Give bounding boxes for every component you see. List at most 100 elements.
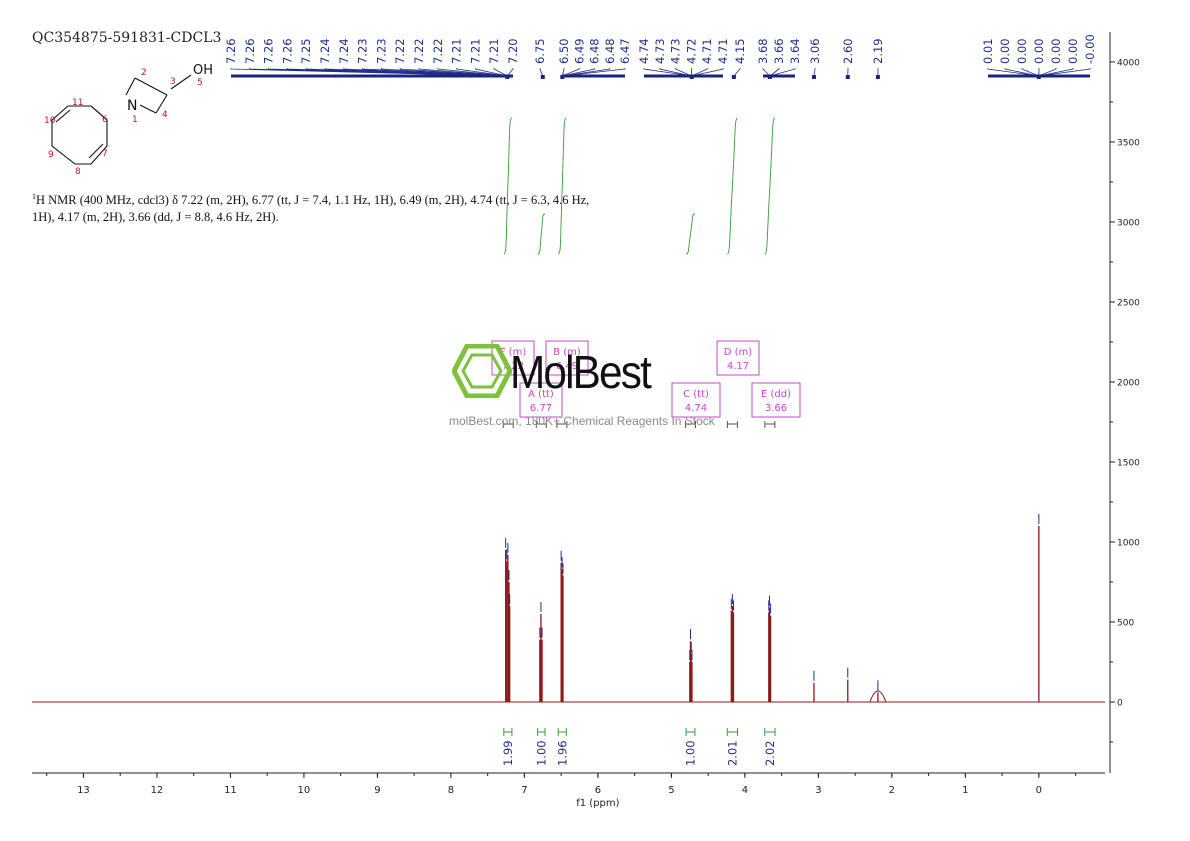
- peak-label: 7.25: [299, 38, 313, 64]
- x-tick-label: 9: [374, 785, 380, 796]
- peak-label: 7.23: [374, 38, 388, 64]
- peak-label: 4.73: [653, 38, 667, 64]
- peak-cluster-marker: [541, 75, 545, 79]
- multiplet-label: E (dd): [761, 389, 791, 400]
- integrals-group: 1.99 1.00 1.96 1.00 2.01 2.02: [501, 728, 777, 766]
- peak-label: 2.19: [871, 38, 885, 64]
- x-tick-label: 2: [889, 785, 895, 796]
- peak-label: 7.22: [393, 38, 407, 64]
- peak-label: -0.00: [1083, 34, 1097, 64]
- peak-label: 4.74: [637, 38, 651, 64]
- peak-label: 6.50: [557, 38, 571, 64]
- peak-cluster-marker: [812, 75, 816, 79]
- y-tick-label: 2000: [1117, 379, 1140, 389]
- integral-curve: [558, 118, 566, 254]
- peak-leader-line: [540, 68, 543, 76]
- x-tick-label: 8: [448, 785, 454, 796]
- x-tick-label: 5: [668, 785, 674, 796]
- integral-curve: [765, 118, 775, 254]
- peak-label: 6.48: [588, 38, 602, 64]
- peak-label: 3.68: [756, 38, 770, 64]
- peak-cluster-marker: [768, 75, 772, 79]
- peak-cluster-marker: [505, 75, 509, 79]
- peak-cluster-marker: [560, 75, 564, 79]
- integral-curves-group: [504, 118, 775, 254]
- integral-value: 2.02: [763, 740, 777, 766]
- peak-cluster-marker: [690, 75, 694, 79]
- peak-labels-group: 7.26 7.26 7.26 7.26 7.25 7.24 7.24 7.23 7.23 7.22…: [224, 34, 1097, 79]
- integral-curve: [538, 214, 545, 254]
- integral-curve: [504, 118, 512, 254]
- watermark-brand: MolBest: [510, 345, 650, 399]
- watermark-text: molBest.com, 180K+ Chemical Reagents In …: [449, 414, 715, 428]
- peak-label: 0.00: [1066, 38, 1080, 64]
- peak-label: 7.21: [450, 38, 464, 64]
- peak-label: 4.71: [716, 38, 730, 64]
- peak-label: 4.73: [669, 38, 683, 64]
- peak-label: 0.00: [1049, 38, 1063, 64]
- peak-label: 7.24: [318, 38, 332, 64]
- x-tick-label: 0: [1036, 785, 1042, 796]
- integral-curve: [727, 118, 737, 254]
- peak-label: 0.00: [1032, 38, 1046, 64]
- peak-label: 4.72: [684, 38, 698, 64]
- peak-label: 6.48: [603, 38, 617, 64]
- peak-label: 3.66: [772, 38, 786, 64]
- y-tick-label: 1000: [1117, 539, 1140, 549]
- peak-label: 0.00: [1015, 38, 1029, 64]
- peak-cluster-marker: [876, 75, 880, 79]
- y-tick-label: 3500: [1117, 139, 1140, 149]
- multiplet-value: 3.66: [765, 403, 787, 414]
- integral-curve: [686, 214, 695, 254]
- integral-value: 1.00: [683, 740, 697, 766]
- peak-label: 4.15: [733, 38, 747, 64]
- x-tick-label: 11: [224, 785, 237, 796]
- multiplet-value: 4.74: [685, 403, 707, 414]
- y-tick-label: 1500: [1117, 459, 1140, 469]
- integral-value: 1.96: [555, 740, 569, 766]
- peak-label: 7.21: [487, 38, 501, 64]
- integral-value: 2.01: [725, 740, 739, 766]
- peak-cluster-marker: [1037, 75, 1041, 79]
- peak-label: 7.26: [262, 38, 276, 64]
- peak-label: 3.06: [808, 38, 822, 64]
- peak-cluster-marker: [846, 75, 850, 79]
- integral-value: 1.99: [501, 740, 515, 766]
- molbest-logo-icon: [452, 344, 512, 398]
- peak-leader-line: [814, 68, 815, 76]
- peak-label: 4.71: [700, 38, 714, 64]
- y-tick-label: 3000: [1117, 219, 1140, 229]
- x-tick-label: 10: [298, 785, 311, 796]
- multiplet-value: 4.17: [727, 361, 749, 372]
- peak-cluster-marker: [732, 75, 736, 79]
- x-tick-label: 13: [77, 785, 90, 796]
- peak-label: 0.00: [998, 38, 1012, 64]
- peak-leader-line: [734, 68, 740, 76]
- peak-label: 6.49: [572, 38, 586, 64]
- y-tick-label: 4000: [1117, 59, 1140, 69]
- peak-label: 7.26: [243, 38, 257, 64]
- x-tick-label: 12: [151, 785, 164, 796]
- y-tick-label: 500: [1117, 619, 1134, 629]
- peak-label: 7.21: [468, 38, 482, 64]
- x-tick-label: 3: [815, 785, 821, 796]
- multiplet-label: C (tt): [683, 389, 709, 400]
- peak-label: 6.75: [533, 38, 547, 64]
- x-axis-title: f1 (ppm): [576, 798, 619, 809]
- peak-label: 7.20: [506, 38, 520, 64]
- multiplet-value: 6.77: [530, 403, 552, 414]
- x-tick-label: 7: [521, 785, 527, 796]
- peak-label: 0.01: [981, 38, 995, 64]
- spectrum-group: [32, 514, 1105, 702]
- peak-label: 7.22: [412, 38, 426, 64]
- y-tick-label: 2500: [1117, 299, 1140, 309]
- peak-label: 7.26: [224, 38, 238, 64]
- integral-value: 1.00: [534, 740, 548, 766]
- peak-label: 7.26: [280, 38, 294, 64]
- peak-label: 6.47: [618, 38, 632, 64]
- peak-label: 2.60: [841, 38, 855, 64]
- x-tick-label: 4: [742, 785, 748, 796]
- x-tick-label: 6: [595, 785, 601, 796]
- peak-label: 7.24: [337, 38, 351, 64]
- peak-label: 7.23: [356, 38, 370, 64]
